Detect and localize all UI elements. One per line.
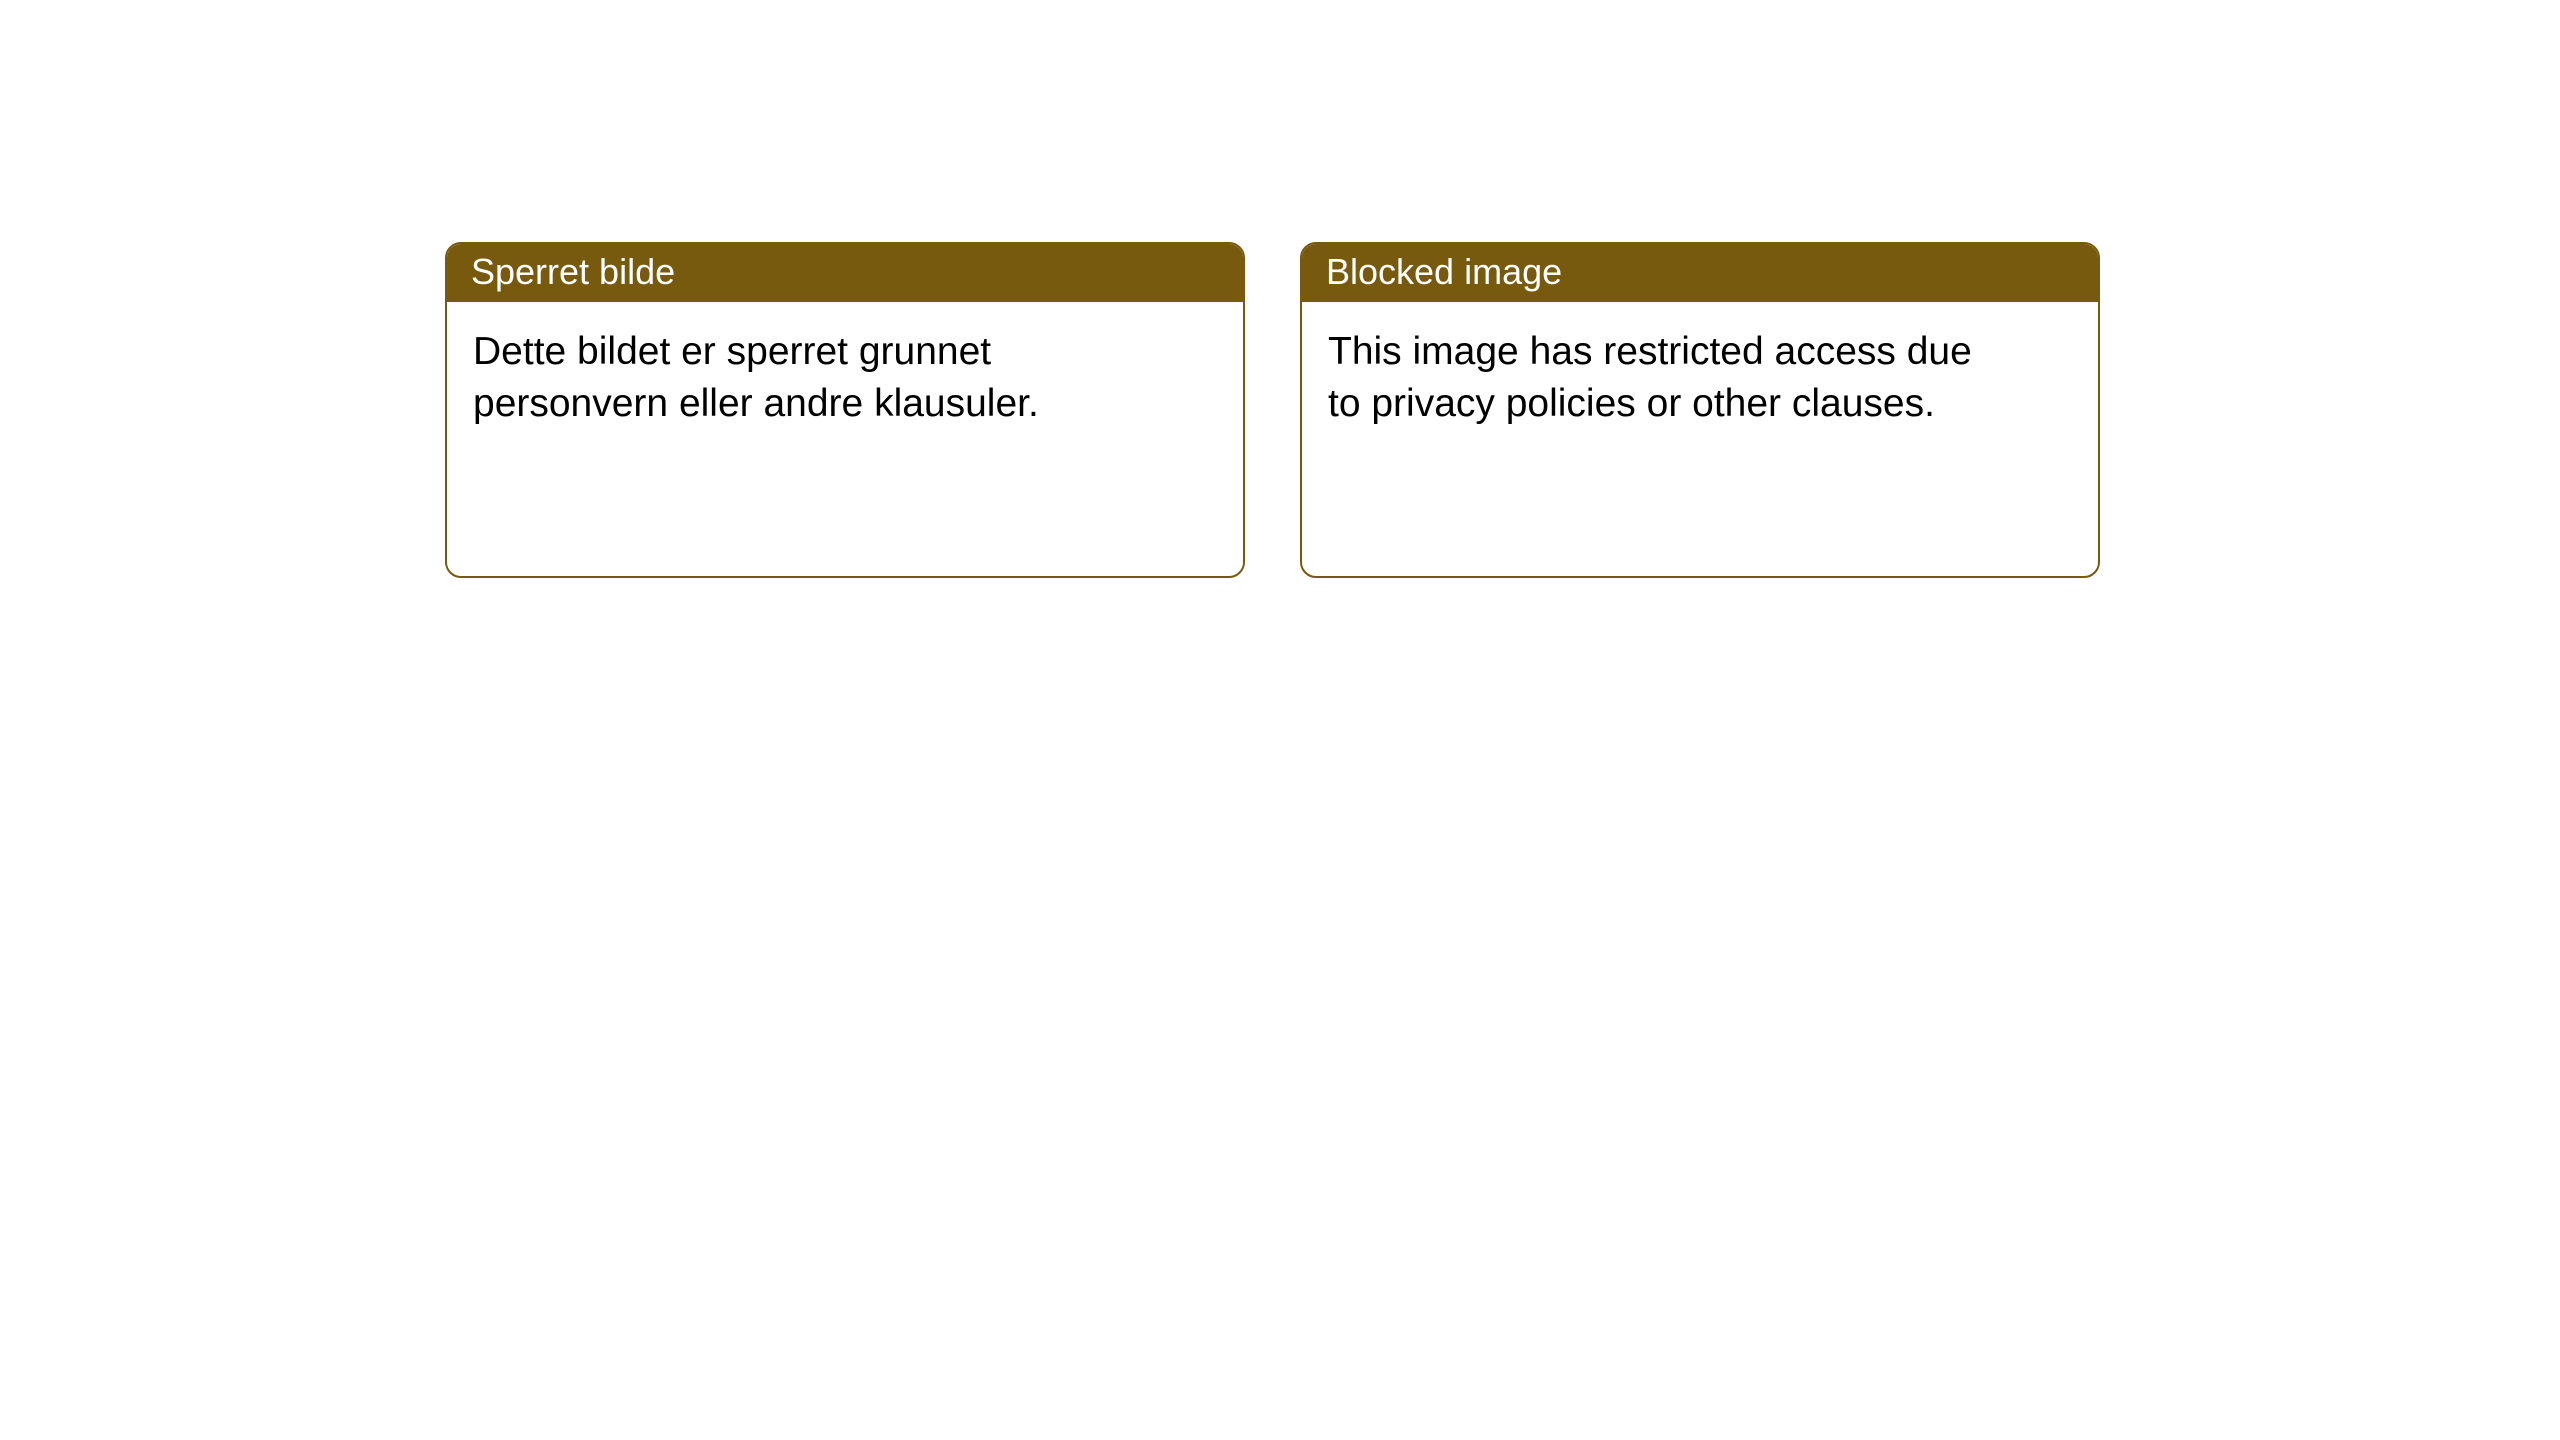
notice-card-norwegian: Sperret bilde Dette bildet er sperret gr… xyxy=(445,242,1245,578)
card-body: Dette bildet er sperret grunnet personve… xyxy=(447,302,1167,455)
card-title: Sperret bilde xyxy=(447,244,1243,302)
notice-cards-row: Sperret bilde Dette bildet er sperret gr… xyxy=(445,242,2100,578)
notice-card-english: Blocked image This image has restricted … xyxy=(1300,242,2100,578)
card-body: This image has restricted access due to … xyxy=(1302,302,2022,455)
card-title: Blocked image xyxy=(1302,244,2098,302)
